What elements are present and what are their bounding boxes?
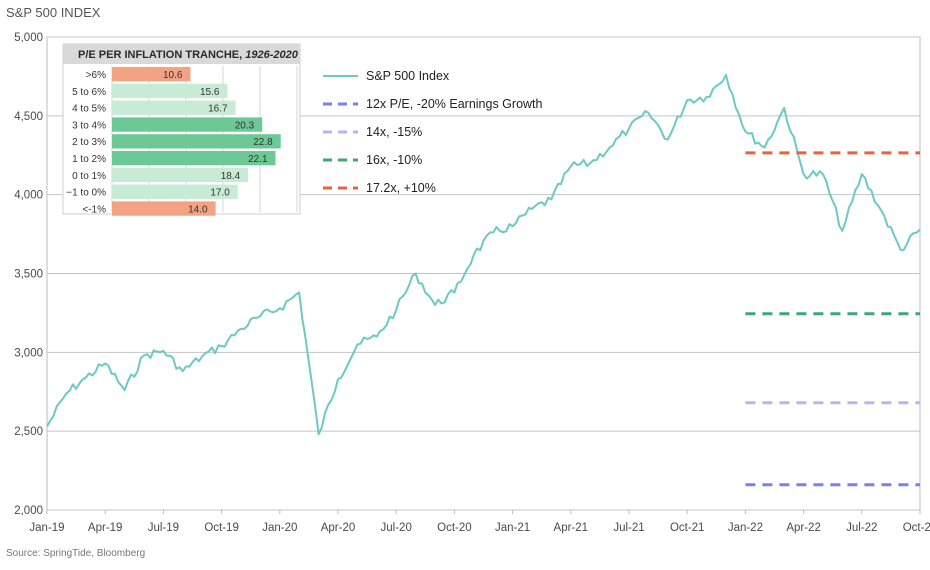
inset-category-label: 4 to 5% <box>72 104 106 115</box>
inset-bar <box>112 83 228 99</box>
x-tick-label: Apr-21 <box>554 522 589 534</box>
x-tick-label: Apr-22 <box>786 522 821 534</box>
y-tick-label: 5,000 <box>14 32 43 44</box>
inset-bar <box>112 151 276 166</box>
x-tick-label: Jul-22 <box>846 522 877 534</box>
y-tick-label: 2,000 <box>14 505 43 517</box>
x-tick-label: Oct-19 <box>204 522 239 534</box>
inset-category-label: 2 to 3% <box>72 137 106 148</box>
x-tick-label: Oct-21 <box>670 522 705 534</box>
y-tick-label: 3,500 <box>14 269 43 281</box>
chart-title: S&P 500 INDEX <box>6 5 101 20</box>
x-tick-label: Jul-19 <box>148 522 179 534</box>
legend-item: 14x, -15% <box>323 125 422 139</box>
inset-value-label: 15.6 <box>200 87 220 98</box>
inset-bar <box>112 117 263 132</box>
inset-value-label: 10.6 <box>163 70 183 81</box>
inset-value-label: 16.7 <box>208 104 228 115</box>
inset-value-label: 20.3 <box>235 120 255 131</box>
inset-category-label: 0 to 1% <box>72 171 106 182</box>
inset-category-label: 1 to 2% <box>72 154 106 165</box>
legend: S&P 500 Index 12x P/E, -20% Earnings Grow… <box>323 69 543 195</box>
inset-value-label: 14.0 <box>188 204 208 215</box>
inset-bar <box>112 134 281 149</box>
legend-item: S&P 500 Index <box>323 69 450 83</box>
y-tick-label: 3,000 <box>14 347 43 359</box>
x-tick-label: Oct-20 <box>437 522 472 534</box>
inset-title: P/E PER INFLATION TRANCHE, 1926-2020 <box>78 49 299 61</box>
x-tick-label: Jul-21 <box>613 522 644 534</box>
x-tick-label: Oct-22 <box>903 522 930 534</box>
x-tick-label: Jan-21 <box>495 522 530 534</box>
x-tick-label: Jan-19 <box>29 522 64 534</box>
series-line-sp500 <box>46 73 921 436</box>
inset-title-bar <box>63 44 300 64</box>
inset-value-label: 22.8 <box>253 137 273 148</box>
y-tick-label: 4,000 <box>14 190 43 202</box>
inset-value-label: 18.4 <box>221 171 241 182</box>
inset-category-label: −1 to 0% <box>66 188 106 199</box>
inset-category-label: <-1% <box>82 204 106 215</box>
inset-bar <box>112 100 236 115</box>
inset-bar <box>112 184 238 199</box>
legend-label: 12x P/E, -20% Earnings Growth <box>366 97 543 111</box>
x-tick-label: Jan-22 <box>728 522 763 534</box>
legend-label: S&P 500 Index <box>366 69 450 83</box>
inset-category-label: 3 to 4% <box>72 120 106 131</box>
legend-label: 17.2x, +10% <box>366 181 436 195</box>
legend-item: 12x P/E, -20% Earnings Growth <box>323 97 543 111</box>
x-tick-label: Jul-20 <box>381 522 412 534</box>
inset-category-label: 5 to 6% <box>72 87 106 98</box>
pe-inset-chart: P/E PER INFLATION TRANCHE, 1926-2020 >6% 1… <box>62 43 301 216</box>
axis-layer: 2,000 2,500 3,000 3,500 4,000 4,500 5,000 Jan-1… <box>14 32 930 534</box>
legend-item: 17.2x, +10% <box>323 181 436 195</box>
inset-bar <box>112 201 216 216</box>
legend-label: 14x, -15% <box>366 125 422 139</box>
inset-value-label: 22.1 <box>248 154 268 165</box>
y-tick-label: 2,500 <box>14 426 43 438</box>
inset-category-label: >6% <box>86 70 106 81</box>
y-tick-label: 4,500 <box>14 111 43 123</box>
series-layer <box>46 73 921 487</box>
legend-label: 16x, -10% <box>366 153 422 167</box>
source-note: Source: SpringTide, Bloomberg <box>6 548 145 559</box>
x-tick-label: Apr-19 <box>88 522 123 534</box>
x-tick-label: Jan-20 <box>262 522 297 534</box>
inset-value-label: 17.0 <box>210 188 230 199</box>
x-tick-label: Apr-20 <box>321 522 356 534</box>
inset-bar <box>112 67 191 82</box>
legend-item: 16x, -10% <box>323 153 422 167</box>
inset-bar <box>112 167 249 183</box>
